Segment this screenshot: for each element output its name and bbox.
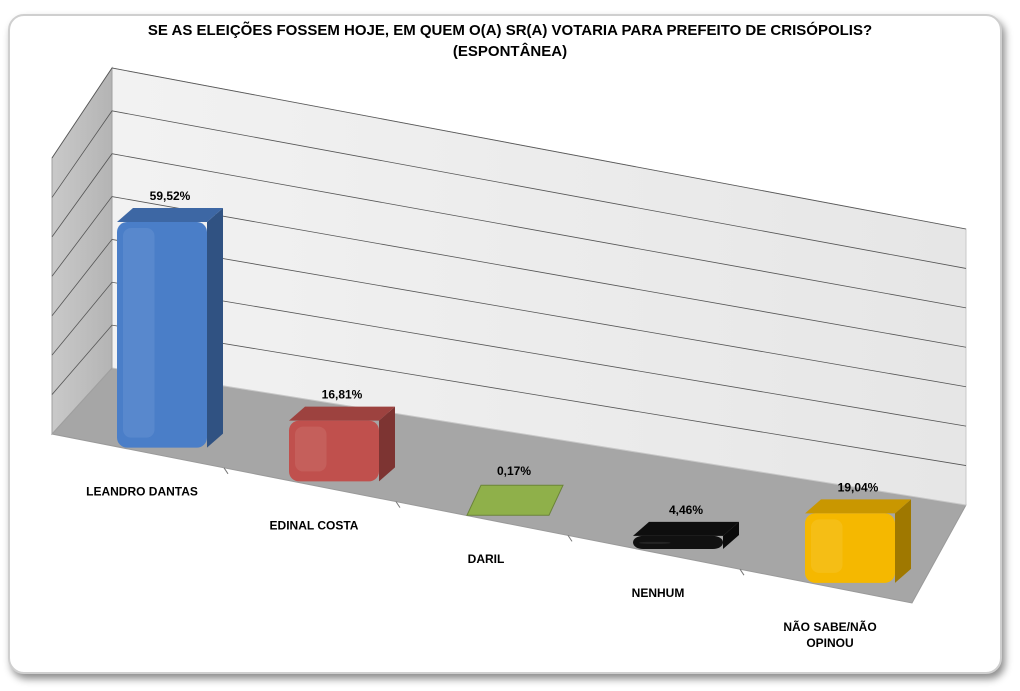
gridline	[51, 324, 967, 466]
bar-top	[117, 208, 223, 223]
bar	[289, 406, 395, 482]
category-label: NENHUM	[632, 586, 685, 600]
bar	[633, 521, 739, 550]
gridline	[51, 196, 967, 348]
gridline	[51, 110, 967, 269]
bar-front	[805, 513, 895, 583]
bar-highlight	[811, 519, 843, 573]
bar-top	[289, 406, 395, 421]
category-tick	[223, 467, 229, 475]
bar	[805, 499, 911, 583]
bar-front	[633, 535, 723, 550]
category-tick	[395, 501, 401, 508]
chart-title-block: SE AS ELEIÇÕES FOSSEM HOJE, EM QUEM O(A)…	[0, 20, 1020, 62]
bar-top	[633, 521, 739, 536]
data-label: 59,52%	[150, 189, 191, 203]
gridline	[51, 281, 967, 427]
data-label: 0,17%	[497, 464, 531, 478]
chart-subtitle: (ESPONTÂNEA)	[452, 43, 568, 60]
chart-title: SE AS ELEIÇÕES FOSSEM HOJE, EM QUEM O(A)…	[147, 22, 873, 39]
bar-highlight	[639, 541, 671, 544]
bar	[466, 484, 564, 516]
bar-side	[895, 499, 911, 583]
bar-highlight	[295, 426, 327, 472]
category-label: OPINOU	[806, 636, 853, 650]
bar-highlight	[123, 228, 155, 438]
data-label: 4,46%	[669, 503, 703, 517]
category-label: NÃO SABE/NÃO	[783, 619, 876, 634]
bar-front	[117, 222, 207, 448]
category-tick	[567, 535, 573, 542]
bar-side	[723, 521, 739, 550]
gridline	[51, 238, 967, 388]
bar-top	[805, 499, 911, 514]
labels: 59,52% LEANDRO DANTAS 16,81% EDINAL COSTA 0,…	[86, 189, 879, 650]
category-tick	[739, 568, 745, 576]
category-label: LEANDRO DANTAS	[86, 485, 198, 499]
bar-side	[379, 406, 395, 482]
bar-top	[466, 484, 564, 516]
bar	[117, 208, 223, 448]
data-label: 16,81%	[322, 388, 363, 402]
gridline	[51, 67, 967, 230]
bar-front	[289, 420, 379, 482]
data-label: 19,04%	[838, 480, 879, 494]
category-label: EDINAL COSTA	[270, 518, 359, 532]
category-label: DARIL	[468, 552, 505, 566]
bars	[117, 208, 911, 583]
gridline	[51, 153, 967, 309]
gridlines	[51, 67, 967, 576]
bar-side	[207, 208, 223, 448]
